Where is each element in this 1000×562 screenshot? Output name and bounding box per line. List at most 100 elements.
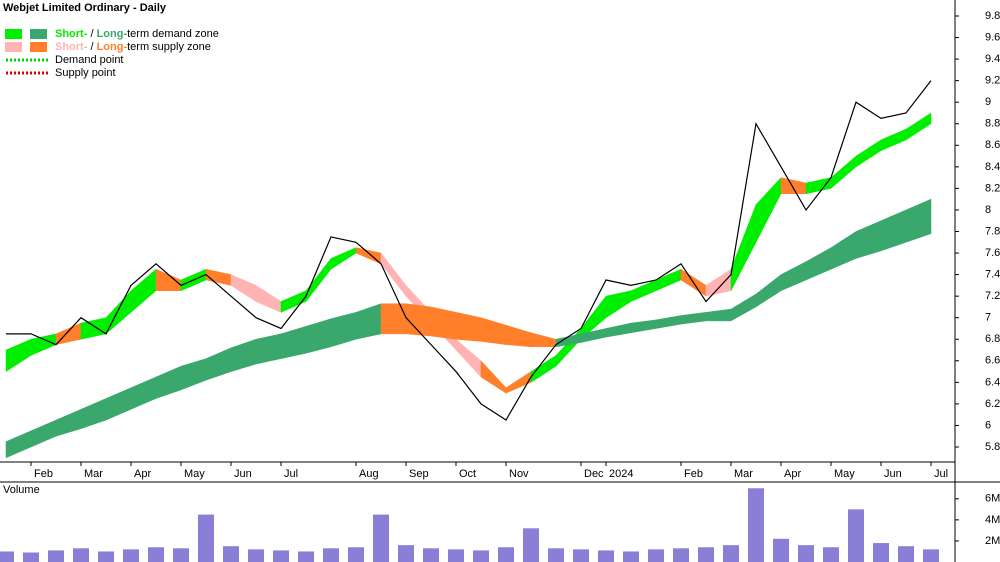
- volume-bar: [248, 549, 264, 562]
- x-tick-label: Jul: [934, 468, 948, 480]
- zone-band: [855, 220, 882, 259]
- zone-band: [755, 176, 782, 243]
- zone-band: [605, 322, 632, 338]
- zone-band: [780, 177, 807, 195]
- x-tick-label: Nov: [509, 468, 529, 480]
- volume-bar: [598, 550, 614, 562]
- zone-band: [455, 338, 482, 378]
- volume-bar: [698, 547, 714, 562]
- legend-part: /: [87, 41, 96, 53]
- zone-band: [155, 268, 182, 292]
- volume-tick-label: 4M: [985, 514, 1000, 526]
- volume-bar: [848, 509, 864, 562]
- x-tick-label: Apr: [784, 468, 801, 480]
- volume-bar: [148, 547, 164, 562]
- legend-label: Short- / Long-term supply zone: [55, 41, 211, 53]
- volume-bar: [173, 548, 189, 562]
- zone-band: [830, 231, 857, 270]
- legend-part: Short-: [55, 41, 88, 53]
- zone-band: [855, 139, 882, 168]
- y-tick-label: 9.2: [985, 75, 1000, 87]
- x-tick-label: Aug: [359, 468, 379, 480]
- zone-band: [280, 325, 307, 359]
- zone-band: [880, 209, 907, 252]
- legend-swatch: [30, 42, 47, 52]
- zone-band: [880, 128, 907, 152]
- y-tick-label: 6.8: [985, 333, 1000, 345]
- volume-bar: [573, 549, 589, 562]
- volume-bar: [323, 548, 339, 562]
- x-tick-label: May: [834, 468, 855, 480]
- zone-band: [80, 317, 107, 340]
- zone-band: [80, 398, 107, 430]
- x-tick-label: Mar: [734, 468, 753, 480]
- volume-bar: [873, 543, 889, 562]
- zone-band: [805, 177, 832, 195]
- y-tick-label: 9.4: [985, 53, 1000, 65]
- zone-band: [5, 430, 32, 459]
- legend-swatch: [5, 42, 22, 52]
- volume-bar: [0, 551, 14, 562]
- zone-band: [730, 293, 757, 322]
- legend-part: Long-: [97, 28, 128, 40]
- zone-band: [730, 204, 757, 291]
- volume-bar: [373, 514, 389, 562]
- volume-bar: [48, 550, 64, 562]
- x-tick-label: Dec: [584, 468, 604, 480]
- zone-band: [305, 257, 332, 303]
- zone-band: [630, 319, 657, 334]
- x-tick-label: Feb: [684, 468, 703, 480]
- volume-bar: [923, 549, 939, 562]
- legend-swatch: [30, 29, 47, 39]
- zone-band: [130, 376, 157, 410]
- y-tick-label: 6.2: [985, 398, 1000, 410]
- x-tick-label: Jul: [284, 468, 298, 480]
- volume-bar: [523, 528, 539, 562]
- zone-band: [330, 311, 357, 348]
- zone-band: [55, 408, 82, 437]
- x-tick-label: May: [184, 468, 205, 480]
- zone-band: [755, 274, 782, 308]
- volume-bar: [348, 547, 364, 562]
- volume-bar: [823, 547, 839, 562]
- zone-band: [530, 332, 557, 348]
- zone-band: [330, 247, 357, 270]
- x-tick-label: Feb: [34, 468, 53, 480]
- volume-bar: [498, 547, 514, 562]
- volume-bar: [648, 549, 664, 562]
- volume-bar: [773, 538, 789, 562]
- volume-bar: [623, 551, 639, 562]
- zone-band: [130, 268, 157, 313]
- volume-bar: [398, 545, 414, 562]
- y-tick-label: 8: [985, 204, 991, 216]
- zone-band: [230, 338, 257, 372]
- zone-band: [355, 303, 382, 340]
- zone-band: [30, 419, 57, 448]
- legend-label: Supply point: [55, 67, 116, 79]
- zone-band: [905, 112, 932, 141]
- volume-bar: [748, 488, 764, 562]
- zone-band: [705, 308, 732, 322]
- y-tick-label: 7.2: [985, 290, 1000, 302]
- y-tick-label: 5.8: [985, 441, 1000, 453]
- zone-band: [5, 338, 32, 373]
- legend-label: Demand point: [55, 54, 124, 66]
- volume-bar: [23, 552, 39, 562]
- legend-part: Short-: [55, 28, 88, 40]
- volume-bar: [98, 551, 114, 562]
- zone-band: [180, 358, 207, 391]
- y-tick-label: 6: [985, 419, 991, 431]
- y-tick-label: 8.8: [985, 118, 1000, 130]
- y-tick-label: 7.8: [985, 225, 1000, 237]
- y-tick-label: 8.2: [985, 182, 1000, 194]
- volume-bar: [798, 545, 814, 562]
- x-tick-label: Mar: [84, 468, 103, 480]
- volume-bar: [298, 551, 314, 562]
- legend-label: Short- / Long-term demand zone: [55, 28, 219, 40]
- zone-band: [205, 347, 232, 381]
- zone-band: [30, 333, 57, 356]
- x-tick-label: Sep: [409, 468, 429, 480]
- zone-band: [480, 360, 507, 394]
- y-tick-label: 6.4: [985, 376, 1000, 388]
